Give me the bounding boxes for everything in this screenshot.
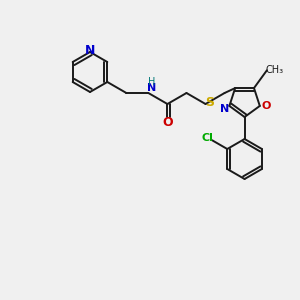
Text: Cl: Cl	[201, 133, 213, 143]
Text: O: O	[261, 101, 271, 111]
Text: N: N	[220, 104, 229, 114]
Text: N: N	[147, 83, 156, 93]
Text: CH₃: CH₃	[266, 65, 284, 75]
Text: N: N	[85, 44, 95, 58]
Text: O: O	[162, 116, 173, 129]
Text: S: S	[205, 97, 214, 110]
Text: H: H	[148, 77, 155, 87]
